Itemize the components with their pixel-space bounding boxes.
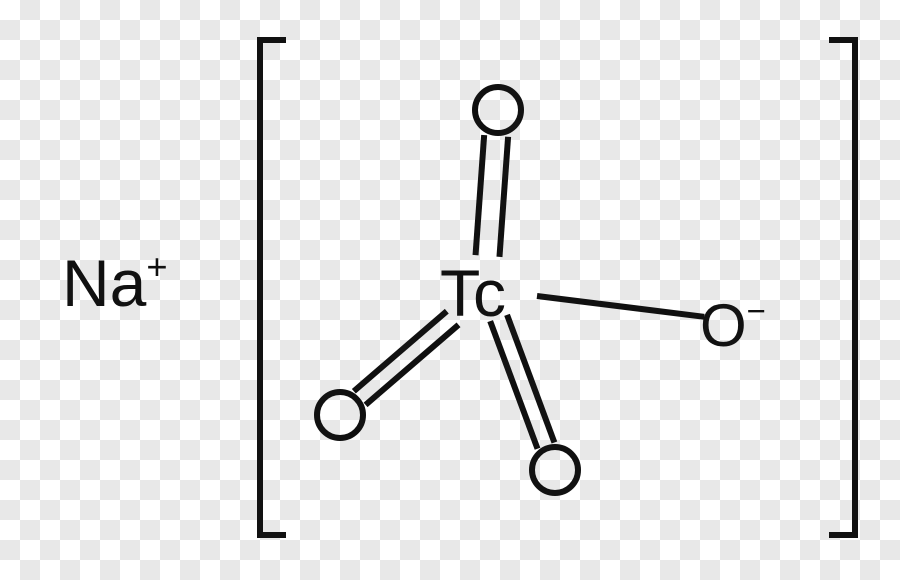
center-element: Tc (440, 256, 506, 330)
bond-double-top (476, 135, 509, 257)
oxygen-right-element: O (700, 292, 747, 359)
cation-charge: + (146, 246, 167, 287)
technetium-center-label: Tc (440, 260, 506, 326)
sodium-cation-label: Na+ (62, 250, 168, 316)
oxygen-right-label: O− (700, 296, 766, 356)
cation-element: Na (62, 246, 146, 320)
oxygen-right-charge: − (747, 292, 766, 329)
bond-double-down (490, 315, 554, 449)
bond-single-right (537, 296, 704, 317)
bracket-left (257, 40, 286, 535)
bracket-right (829, 40, 858, 535)
